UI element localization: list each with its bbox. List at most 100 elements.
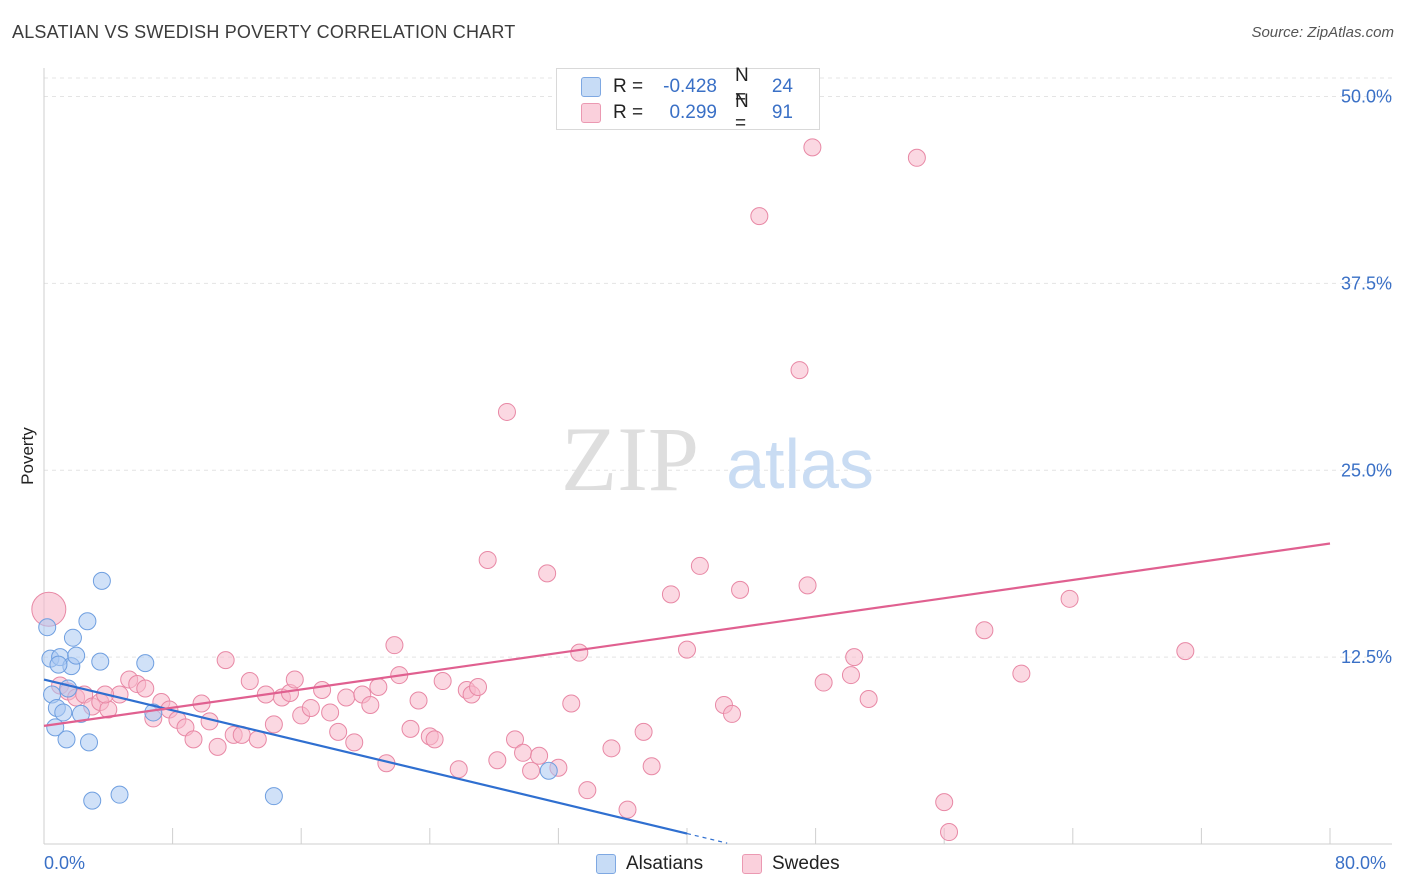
axes-layer: [43, 68, 1392, 845]
bottom-legend-swedes: Swedes: [742, 850, 840, 878]
x-tick-label-max: 80.0%: [1335, 853, 1387, 873]
alsatian-point: [63, 628, 82, 647]
legend-r-value: 0.299: [669, 102, 717, 123]
swede-trend-line: [43, 542, 1331, 727]
swede-point: [488, 751, 507, 770]
swede-point: [723, 704, 742, 723]
swede-point: [184, 730, 203, 749]
swede-point: [337, 688, 356, 707]
watermark-zip: ZIP: [561, 408, 699, 510]
source-label: Source: ZipAtlas.com: [1251, 24, 1394, 41]
swede-point: [798, 576, 817, 595]
swede-point: [329, 722, 348, 741]
legend-r-label: R =: [613, 76, 644, 97]
alsatian-point: [57, 730, 76, 749]
swede-point: [361, 695, 380, 714]
alsatian-point: [38, 618, 57, 637]
alsatian-point: [136, 654, 155, 673]
legend-row-swedes: R = 0.299 N = 91: [581, 91, 793, 134]
swede-point: [841, 666, 860, 685]
legend-r-label: R =: [613, 102, 644, 123]
bottom-legend-alsatians: Alsatians: [596, 850, 703, 878]
swede-point: [814, 673, 833, 692]
legend-n-label: N =: [735, 65, 749, 108]
watermark-atlas: atlas: [726, 425, 874, 503]
alsatian-point: [59, 679, 78, 698]
x-tick-label-min: 0.0%: [44, 853, 86, 873]
alsatian-point: [78, 612, 97, 631]
swede-point: [661, 585, 680, 604]
swede-point: [514, 743, 533, 762]
legend-n-label: N =: [735, 91, 749, 134]
swede-point: [385, 636, 404, 655]
swede-point: [369, 678, 388, 697]
swede-point: [803, 138, 822, 157]
tick-label-layer: 12.5% 25.0% 37.5% 50.0%: [1341, 87, 1392, 668]
legend-swatch-swedes: [581, 103, 601, 123]
swede-point: [678, 640, 696, 659]
y-tick-label: 12.5%: [1341, 647, 1392, 667]
swede-point: [425, 730, 444, 749]
y-axis-label: Poverty: [18, 427, 37, 485]
swede-point: [208, 737, 227, 756]
swede-point: [522, 761, 541, 780]
swede-point: [401, 719, 420, 738]
points-layer: [31, 138, 1195, 842]
stats-legend: R = -0.428 N = 24 R = 0.299 N = 91: [556, 65, 820, 134]
swede-point: [562, 694, 581, 713]
y-tick-label: 50.0%: [1341, 87, 1392, 107]
swede-point: [313, 681, 332, 700]
y-tick-label: 37.5%: [1341, 273, 1392, 293]
legend-row-alsatians: R = -0.428 N = 24: [581, 65, 793, 108]
swede-point: [345, 733, 364, 752]
legend-r-value: -0.428: [663, 76, 717, 97]
chart-title: ALSATIAN VS SWEDISH POVERTY CORRELATION …: [12, 22, 516, 42]
swede-point: [731, 580, 750, 599]
swede-point: [530, 746, 549, 765]
alsatian-point: [539, 761, 558, 780]
alsatian-trend-line-extension: [686, 832, 728, 844]
swede-point: [301, 698, 320, 717]
swede-point: [285, 670, 304, 689]
bottom-legend-label-swedes: Swedes: [772, 853, 840, 874]
swede-point: [907, 148, 926, 167]
alsatian-trend-line: [43, 678, 688, 835]
swede-point: [602, 739, 621, 758]
swede-point: [1012, 664, 1031, 683]
alsatian-point: [92, 571, 111, 590]
swede-point: [642, 757, 661, 776]
swede-point: [264, 715, 283, 734]
swede-point: [859, 689, 878, 708]
swede-point: [578, 781, 597, 800]
alsatian-point: [49, 655, 68, 674]
swede-point: [240, 672, 259, 691]
bottom-legend-label-alsatians: Alsatians: [626, 853, 704, 874]
swede-point: [618, 800, 637, 819]
swede-point: [409, 691, 428, 710]
alsatian-point: [91, 652, 110, 671]
swede-point: [1060, 589, 1079, 608]
grid-layer: [44, 77, 1392, 658]
swede-point: [634, 722, 653, 741]
swede-point: [497, 402, 516, 421]
swede-point: [1176, 642, 1195, 661]
alsatian-point: [110, 785, 129, 804]
swede-point: [449, 760, 468, 779]
swede-point: [321, 703, 340, 722]
swede-point: [248, 730, 267, 749]
swede-point: [940, 823, 959, 842]
trend-layer: [43, 542, 1331, 844]
y-tick-label: 25.0%: [1341, 460, 1392, 480]
alsatian-point: [67, 646, 86, 665]
swede-point: [505, 730, 524, 749]
alsatian-point: [264, 787, 283, 806]
alsatian-point: [83, 791, 102, 810]
swede-point: [136, 679, 155, 698]
swede-point: [469, 678, 488, 697]
watermark: ZIP atlas: [561, 408, 874, 510]
swede-point: [478, 550, 497, 569]
swede-point: [570, 643, 589, 662]
swede-point: [690, 556, 709, 575]
swede-point: [433, 672, 452, 691]
